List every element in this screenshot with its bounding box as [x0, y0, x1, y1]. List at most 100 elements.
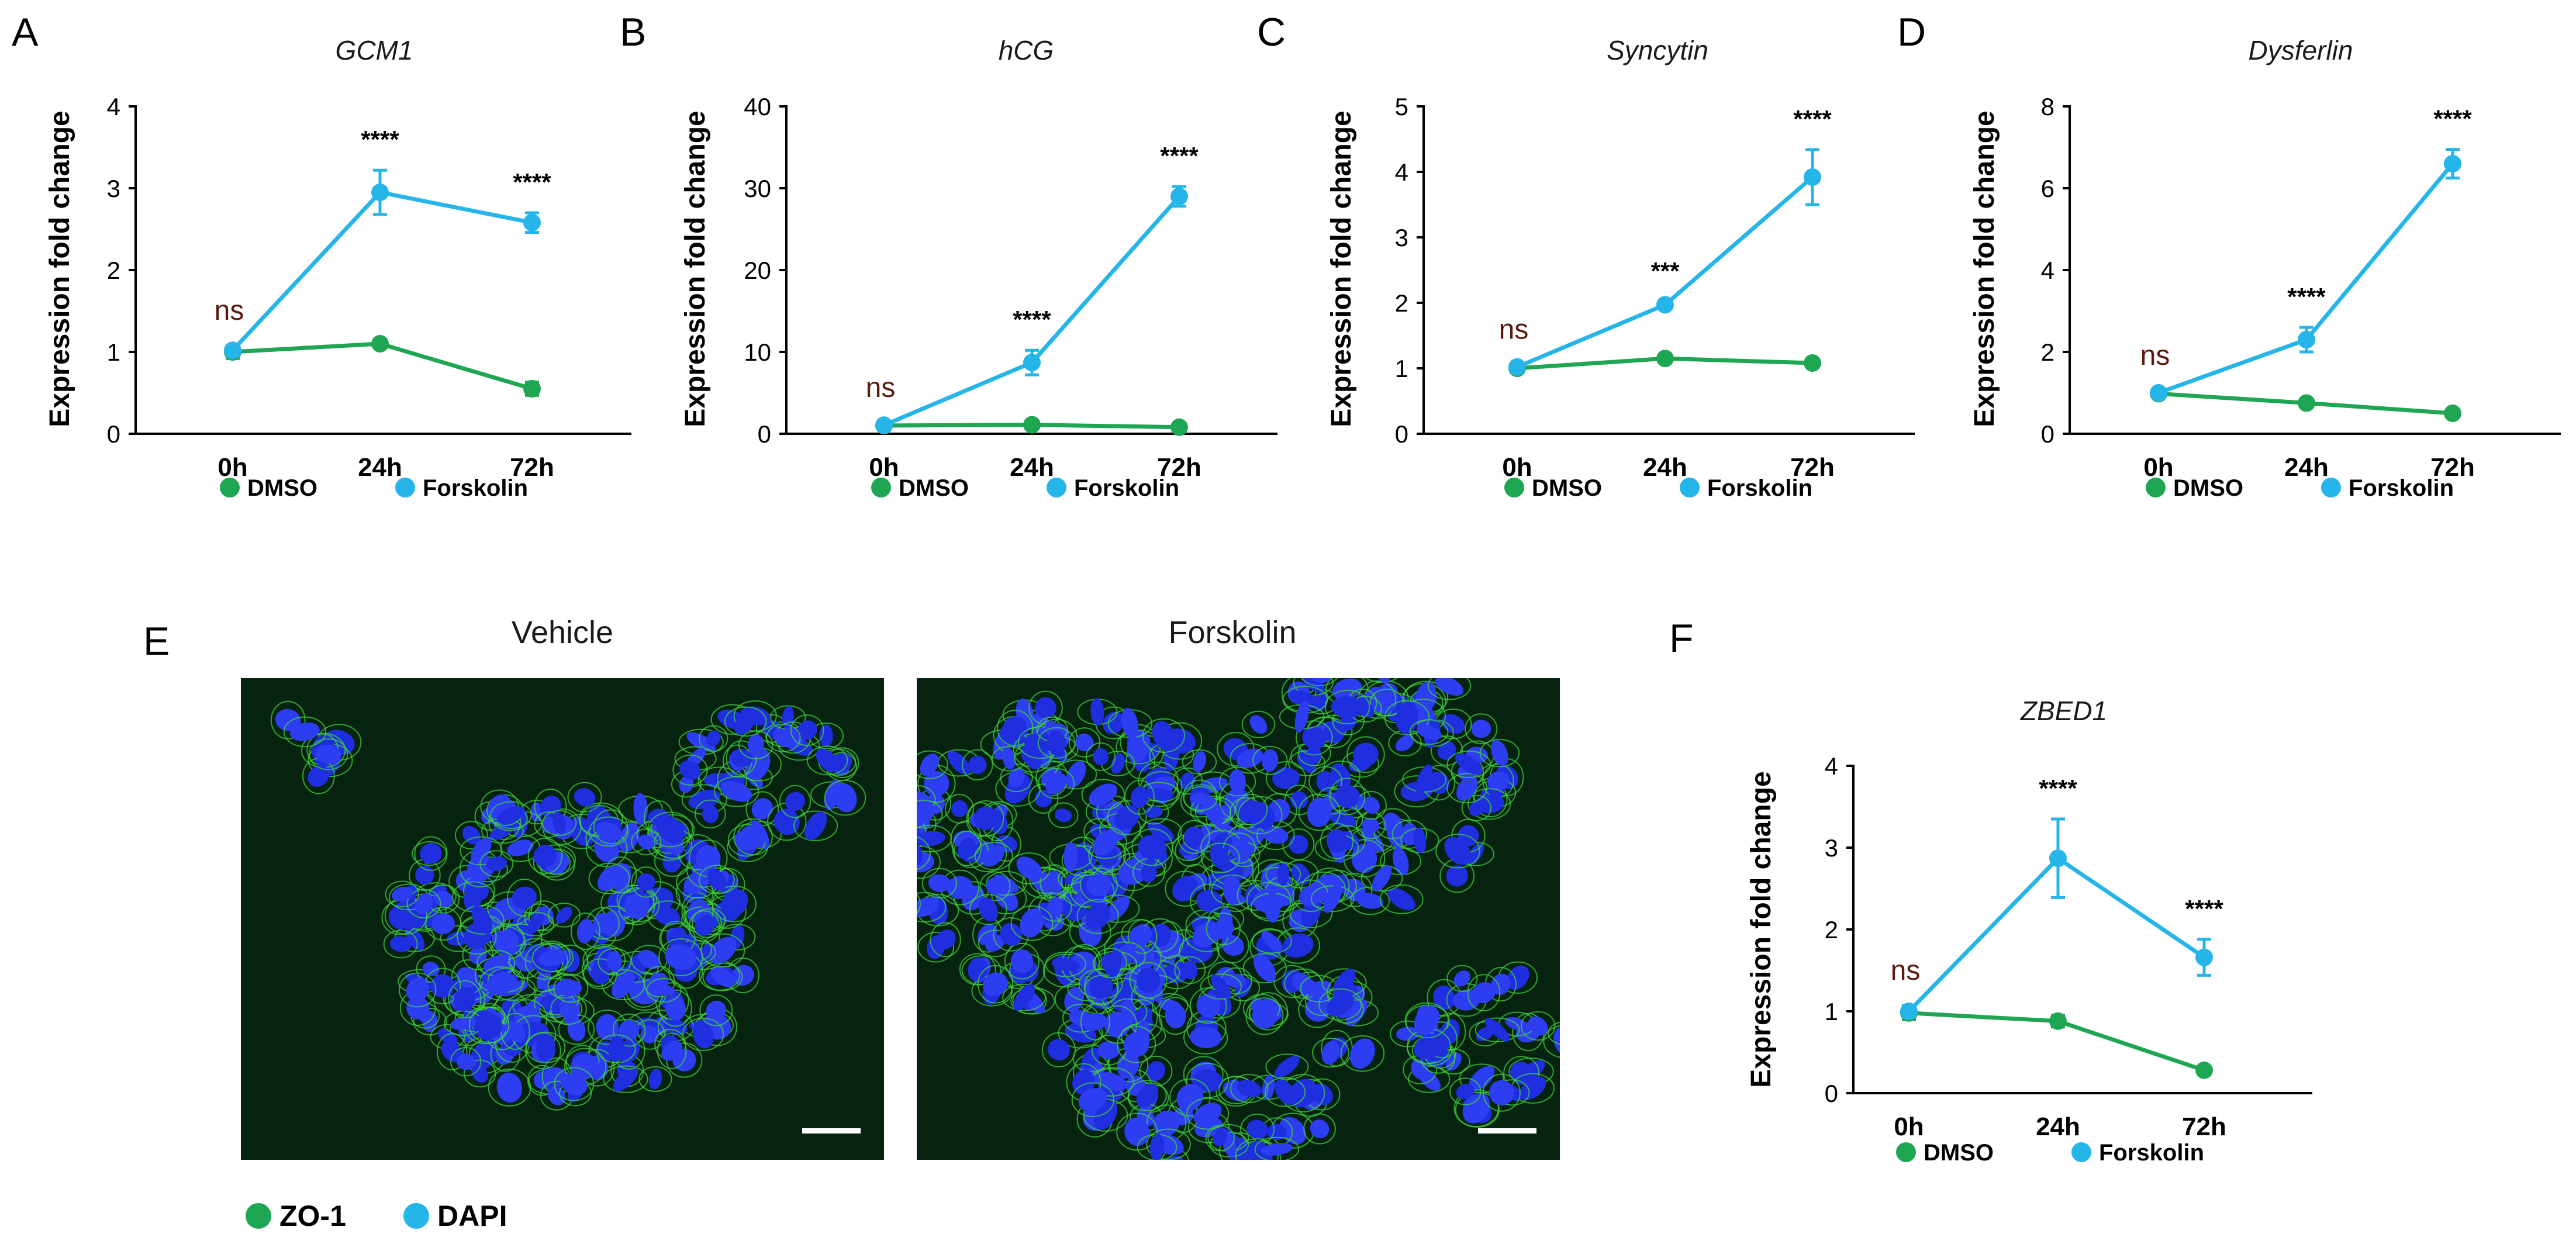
- y-tick-label: 2: [107, 257, 120, 284]
- y-tick-label: 0: [1825, 1080, 1838, 1107]
- y-tick-label: 40: [744, 93, 771, 120]
- data-point-dmso: [2195, 1061, 2213, 1079]
- x-tick-label: 0h: [1502, 453, 1532, 482]
- y-tick-label: 3: [107, 175, 120, 202]
- legend-label-forskolin: Forskolin: [1707, 475, 1812, 501]
- significance-label: ns: [2140, 340, 2170, 371]
- y-axis-label: Expression fold change: [44, 110, 75, 427]
- panel-letter: F: [1669, 616, 1694, 661]
- legend-marker-forskolin: [1680, 478, 1700, 497]
- significance-label: ****: [1160, 142, 1199, 170]
- chart-title: ZBED1: [2020, 696, 2107, 726]
- x-tick-label: 0h: [2143, 453, 2173, 482]
- x-tick-label: 24h: [1010, 453, 1054, 482]
- chart-title: hCG: [999, 35, 1054, 65]
- data-point-forskolin: [2298, 331, 2315, 348]
- y-tick-label: 4: [107, 93, 120, 120]
- data-point-dmso: [1170, 418, 1188, 436]
- significance-label: ****: [1793, 105, 1832, 133]
- significance-label: ****: [2287, 283, 2326, 310]
- legend-label-dmso: DMSO: [899, 475, 969, 501]
- y-tick-label: 0: [758, 420, 771, 448]
- panel-letter: B: [620, 10, 646, 54]
- significance-label: ****: [361, 126, 399, 153]
- legend-marker-dmso: [1896, 1142, 1916, 1162]
- x-tick-label: 0h: [1894, 1112, 1924, 1141]
- y-tick-label: 3: [1395, 224, 1408, 251]
- x-tick-label: 24h: [358, 453, 402, 482]
- significance-label: ***: [1650, 257, 1680, 285]
- significance-label: ns: [866, 372, 896, 403]
- y-tick-label: 4: [1825, 752, 1838, 780]
- y-tick-label: 2: [1825, 916, 1838, 944]
- x-tick-label: 24h: [1643, 453, 1687, 482]
- x-tick-label: 72h: [2182, 1112, 2226, 1141]
- panel-letter: C: [1257, 10, 1286, 54]
- significance-label: ns: [215, 295, 244, 326]
- significance-label: ****: [2185, 895, 2223, 922]
- data-point-forskolin: [1023, 354, 1041, 372]
- x-tick-label: 72h: [2430, 453, 2475, 482]
- panel-letter: E: [143, 619, 170, 663]
- x-tick-label: 24h: [2284, 453, 2329, 482]
- legend-marker-dapi: [403, 1203, 429, 1229]
- data-point-dmso: [1656, 350, 1674, 368]
- data-point-forskolin: [2444, 155, 2461, 172]
- image-label-forskolin: Forskolin: [1168, 615, 1296, 650]
- data-point-forskolin: [224, 341, 241, 360]
- y-tick-label: 3: [1825, 834, 1838, 862]
- y-axis-label: Expression fold change: [1746, 771, 1777, 1087]
- chart-title: GCM1: [336, 35, 413, 65]
- significance-label: ****: [2433, 105, 2472, 133]
- legend-label-dmso: DMSO: [247, 475, 317, 501]
- data-point-dmso: [2049, 1012, 2067, 1030]
- data-point-forskolin: [1900, 1003, 1918, 1020]
- y-tick-label: 1: [107, 338, 120, 366]
- x-tick-label: 0h: [869, 453, 899, 482]
- y-tick-label: 2: [2041, 338, 2054, 366]
- chart-panel-f: F ZBED1 Expression fold change 0 1 2 3 4 0h 24h 72…: [1669, 616, 2312, 1166]
- chart-panel-d: D Dysferlin Expression fold change 0 2 4 6 8 0h 2…: [1897, 10, 2561, 501]
- data-point-dmso: [2444, 405, 2461, 422]
- legend-label-forskolin: Forskolin: [2099, 1140, 2204, 1166]
- significance-label: ****: [1013, 306, 1051, 333]
- y-tick-label: 4: [1395, 158, 1408, 186]
- data-point-forskolin: [2049, 849, 2067, 868]
- data-point-forskolin: [1804, 168, 1821, 186]
- legend-label-dapi: DAPI: [437, 1200, 507, 1232]
- y-tick-label: 1: [1825, 998, 1838, 1025]
- y-tick-label: 4: [2041, 257, 2054, 284]
- y-axis-label: Expression fold change: [680, 110, 711, 427]
- legend-marker-dmso: [220, 478, 240, 497]
- significance-label: ns: [1891, 955, 1921, 986]
- series-line-forskolin: [231, 190, 533, 352]
- y-tick-label: 0: [107, 420, 120, 448]
- legend-label-forskolin: Forskolin: [2349, 475, 2454, 501]
- x-tick-label: 72h: [510, 453, 554, 482]
- legend-label-forskolin: Forskolin: [423, 475, 528, 501]
- legend-marker-forskolin: [2071, 1142, 2091, 1162]
- legend-marker-forskolin: [2321, 478, 2341, 497]
- y-axis-label: Expression fold change: [1969, 110, 2000, 427]
- legend-marker-forskolin: [395, 478, 415, 497]
- panel-letter: A: [12, 10, 39, 54]
- panel-e-labels: E Vehicle Forskolin ZO-1 DAPI: [143, 615, 1297, 1232]
- legend-label-zo-1: ZO-1: [279, 1200, 346, 1232]
- y-tick-label: 1: [1395, 355, 1408, 382]
- y-axis-label: Expression fold change: [1326, 110, 1357, 427]
- data-point-forskolin: [1508, 358, 1526, 376]
- data-point-dmso: [1023, 416, 1041, 434]
- legend-marker-dmso: [1504, 478, 1524, 497]
- data-point-forskolin: [371, 184, 389, 201]
- y-tick-label: 0: [1395, 420, 1408, 448]
- data-point-dmso: [2298, 394, 2315, 412]
- chart-title: Dysferlin: [2249, 35, 2353, 65]
- legend-label-dmso: DMSO: [1532, 475, 1602, 501]
- legend-marker-dmso: [871, 478, 891, 497]
- data-point-dmso: [371, 335, 389, 353]
- series-line-forskolin: [2157, 162, 2454, 395]
- y-tick-label: 5: [1395, 93, 1408, 120]
- y-tick-label: 10: [744, 338, 771, 366]
- chart-panel-c: C Syncytin Expression fold change 0 1 2 3 4 5 0h 2…: [1257, 10, 1915, 501]
